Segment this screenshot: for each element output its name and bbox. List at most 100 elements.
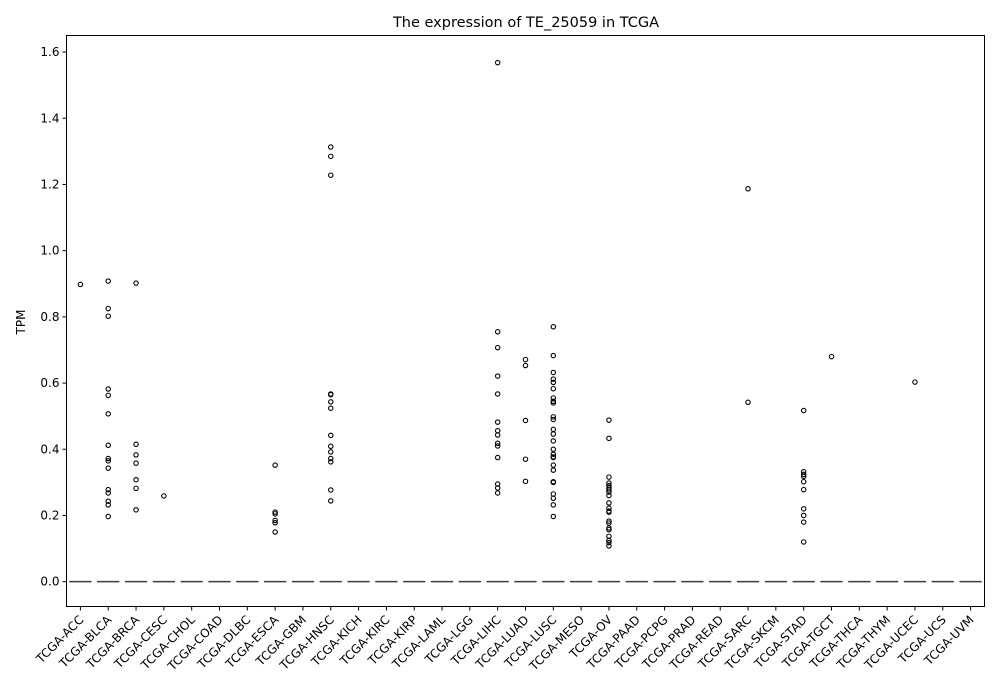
outlier-point (105, 486, 111, 493)
outlier-point (550, 454, 557, 461)
y-tick-label: 0.8 (40, 310, 59, 324)
outlier-point (606, 487, 612, 493)
outlier-point (105, 465, 111, 471)
outlier-point (550, 451, 557, 457)
outlier-point (105, 455, 111, 462)
outlier-point (328, 459, 334, 465)
outlier-point (494, 432, 501, 438)
outlier-point (77, 281, 84, 288)
outlier-point (606, 543, 612, 549)
outlier-point (105, 498, 111, 504)
outlier-point (494, 391, 501, 397)
outlier-point (550, 395, 557, 401)
outlier-point (550, 400, 557, 406)
outlier-point (745, 399, 751, 406)
outlier-point (494, 373, 501, 379)
y-tick-label: 0.4 (40, 442, 59, 456)
outlier-point (133, 441, 139, 448)
outlier-point (494, 419, 501, 425)
outlier-point (494, 440, 501, 447)
outlier-point (328, 399, 334, 405)
outlier-point (105, 278, 111, 284)
outlier-point (606, 474, 612, 480)
outlier-point (550, 446, 557, 453)
outlier-point (272, 520, 278, 526)
outlier-point (328, 144, 334, 150)
outlier-point (800, 407, 807, 414)
outlier-point (494, 329, 501, 335)
outlier-point (800, 519, 807, 525)
y-tick-label: 0.0 (40, 575, 59, 589)
outlier-point (272, 511, 278, 517)
outlier-point (328, 405, 334, 411)
outlier-point (328, 172, 334, 178)
outlier-point (105, 490, 111, 496)
outlier-point (494, 344, 501, 351)
outlier-point (550, 502, 557, 508)
outlier-point (606, 492, 612, 499)
y-tick-label: 1.2 (40, 177, 59, 191)
outlier-point (494, 490, 501, 496)
outlier-point (105, 502, 111, 508)
outlier-point (550, 369, 557, 376)
outlier-point (328, 455, 334, 462)
outlier-point (272, 529, 278, 535)
outlier-point (494, 485, 501, 491)
outlier-point (328, 449, 334, 455)
outlier-point (328, 487, 334, 493)
outlier-point (550, 513, 557, 520)
outlier-point (133, 476, 139, 483)
outlier-point (550, 352, 557, 359)
outlier-point (105, 305, 111, 312)
outlier-point (328, 432, 334, 439)
outlier-point (105, 411, 111, 417)
outlier-point (328, 443, 334, 450)
outlier-point (606, 489, 612, 495)
outlier-point (606, 526, 612, 533)
outlier-point (550, 462, 557, 468)
outlier-point (550, 414, 557, 420)
outlier-point (800, 512, 807, 519)
outlier-point (494, 454, 501, 461)
outlier-point (272, 517, 278, 524)
outlier-point (550, 438, 557, 444)
outlier-point (550, 431, 557, 437)
outlier-point (800, 473, 807, 480)
outlier-point (133, 485, 139, 492)
y-tick-label: 0.6 (40, 376, 59, 390)
plot-frame (66, 35, 985, 607)
outlier-point (328, 153, 334, 160)
outlier-point (550, 385, 557, 392)
outlier-point (105, 313, 111, 319)
outlier-point (550, 491, 557, 497)
outlier-point (550, 479, 557, 486)
chart-title: The expression of TE_25059 in TCGA (392, 15, 659, 31)
outlier-point (800, 506, 807, 512)
outlier-point (828, 353, 835, 360)
outlier-point (522, 356, 529, 363)
outlier-point (606, 539, 612, 546)
outlier-point (800, 471, 807, 478)
outlier-point (606, 537, 612, 544)
outlier-point (550, 416, 557, 423)
outlier-point (328, 391, 334, 398)
outlier-point (550, 376, 557, 382)
y-axis-label: TPM (14, 310, 28, 336)
outlier-point (272, 462, 278, 468)
outlier-point (550, 379, 557, 386)
outlier-point (800, 539, 807, 545)
outlier-point (606, 520, 612, 526)
outlier-point (800, 486, 807, 493)
outlier-point (606, 417, 612, 423)
outlier-point (328, 498, 334, 504)
y-tick-label: 1.6 (40, 45, 59, 59)
outlier-point (800, 478, 807, 485)
outlier-point (161, 493, 167, 499)
outlier-point (522, 362, 529, 369)
outlier-point (133, 452, 139, 458)
outlier-point (606, 509, 612, 515)
outlier-point (522, 417, 529, 424)
outlier-point (606, 500, 612, 506)
y-tick-label: 1.0 (40, 244, 59, 258)
